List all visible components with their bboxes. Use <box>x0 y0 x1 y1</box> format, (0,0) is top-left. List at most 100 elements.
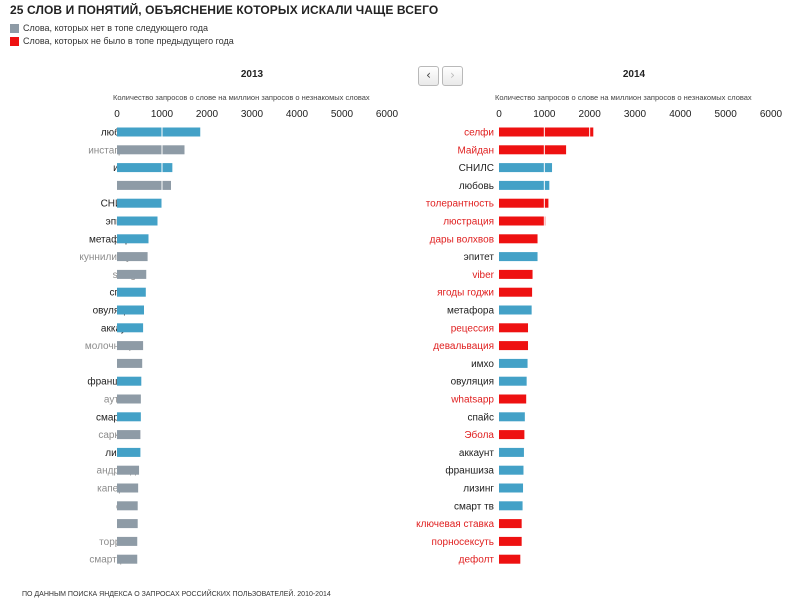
bar <box>499 216 546 226</box>
chevron-left-icon: ‹ <box>426 68 431 82</box>
legend-swatch-new <box>10 36 19 46</box>
category-label: ягоды годжи <box>437 288 494 299</box>
bar <box>117 145 185 155</box>
bar <box>499 394 527 404</box>
category-label: каперсы <box>97 484 136 495</box>
x-tick-label: 3000 <box>624 109 647 120</box>
bar <box>117 394 141 404</box>
bar <box>499 287 533 297</box>
bar <box>117 519 138 529</box>
bar <box>499 430 525 440</box>
bar <box>117 341 144 351</box>
bar <box>499 163 553 173</box>
x-axis-label: Количество запросов о слове на миллион з… <box>495 93 752 102</box>
bar <box>117 376 142 386</box>
bar <box>117 287 146 297</box>
bar <box>499 252 538 262</box>
bar <box>117 483 139 493</box>
category-label: инстаграм <box>88 145 136 156</box>
bar <box>499 341 529 351</box>
bar <box>499 269 533 279</box>
bar <box>499 536 522 546</box>
bar <box>499 305 532 315</box>
legend-item-dropped: Слова, которых нет в топе следующего год… <box>10 23 208 33</box>
category-label: люстрация <box>443 217 494 228</box>
bar <box>499 483 524 493</box>
category-label: ключевая ставка <box>416 519 494 530</box>
chevron-right-icon: › <box>450 68 455 82</box>
prev-year-button[interactable]: ‹ <box>418 66 439 86</box>
x-tick-label: 3000 <box>241 109 264 120</box>
chart-title: 2014 <box>623 69 646 80</box>
bar <box>117 127 201 137</box>
bar <box>499 127 594 137</box>
bar <box>499 358 528 368</box>
bar <box>117 252 148 262</box>
bar <box>499 519 522 529</box>
bar <box>117 234 149 244</box>
bar <box>117 358 143 368</box>
x-tick-label: 2000 <box>196 109 219 120</box>
legend-item-new: Слова, которых не было в топе предыдущег… <box>10 36 234 46</box>
bar <box>499 198 549 208</box>
bar <box>499 145 567 155</box>
x-tick-label: 1000 <box>151 109 174 120</box>
bar <box>499 412 525 422</box>
category-label: овуляция <box>93 306 136 317</box>
bar <box>499 501 523 511</box>
x-tick-label: 5000 <box>331 109 354 120</box>
category-label: Эбола <box>464 429 494 441</box>
category-label: толерантность <box>426 199 494 210</box>
next-year-button[interactable]: › <box>442 66 463 86</box>
category-label: дары волхвов <box>430 234 494 245</box>
bar <box>117 412 141 422</box>
category-label: андроид <box>97 466 137 477</box>
category-label: аккаунт <box>459 448 495 459</box>
bar <box>499 323 529 333</box>
category-label: девальвация <box>433 341 494 352</box>
legend-label-new: Слова, которых не было в топе предыдущег… <box>23 36 234 46</box>
category-label: селфи <box>464 127 494 139</box>
category-label: любовь <box>459 180 494 192</box>
x-tick-label: 6000 <box>376 109 399 120</box>
bar <box>499 376 527 386</box>
x-tick-label: 4000 <box>286 109 309 120</box>
x-tick-label: 5000 <box>715 109 738 120</box>
page-title: 25 СЛОВ И ПОНЯТИЙ, ОБЪЯСНЕНИЕ КОТОРЫХ ИС… <box>10 3 439 17</box>
category-label: viber <box>472 270 494 281</box>
category-label: франшиза <box>445 465 494 477</box>
category-label: лизинг <box>463 484 494 495</box>
x-tick-label: 4000 <box>669 109 692 120</box>
category-label: смарт тв <box>96 412 136 423</box>
category-label: порносексуть <box>432 537 494 548</box>
bar <box>117 554 138 564</box>
bar <box>499 234 538 244</box>
category-label: метафора <box>447 305 494 317</box>
source-note: ПО ДАННЫМ ПОИСКА ЯНДЕКСА О ЗАПРОСАХ РОСС… <box>22 591 331 598</box>
x-tick-label: 2000 <box>579 109 602 120</box>
bar <box>117 198 162 208</box>
chart-title: 2013 <box>241 69 264 80</box>
category-label: СНИЛС <box>459 163 494 174</box>
category-label: whatsapp <box>450 395 494 406</box>
x-tick-label: 6000 <box>760 109 783 120</box>
category-label: овуляция <box>451 377 494 388</box>
bar <box>117 216 158 226</box>
bar <box>117 180 171 190</box>
bar <box>499 180 550 190</box>
bar <box>117 536 138 546</box>
x-axis-label: Количество запросов о слове на миллион з… <box>113 93 370 102</box>
bar <box>117 501 138 511</box>
category-label: Майдан <box>457 145 494 156</box>
bar <box>117 163 173 173</box>
legend-swatch-dropped <box>10 23 19 33</box>
category-label: молочница <box>85 341 137 352</box>
category-label: рецессия <box>451 323 494 334</box>
bar <box>117 323 144 333</box>
category-label: спайс <box>467 412 494 423</box>
x-tick-label: 1000 <box>533 109 556 120</box>
category-label: куннилингус <box>79 252 136 263</box>
bar <box>117 430 141 440</box>
bar <box>117 305 144 315</box>
